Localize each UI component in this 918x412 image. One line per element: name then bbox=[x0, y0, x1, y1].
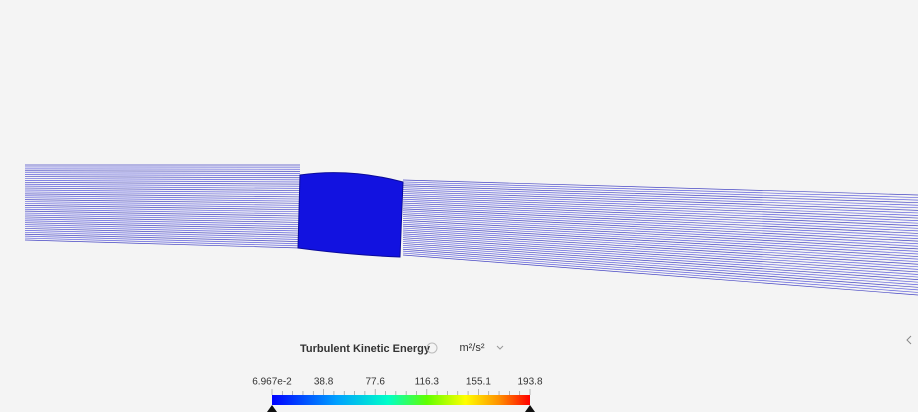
viewport: Turbulent Kinetic Energy m²/s² 6.967e-2 3… bbox=[0, 0, 918, 412]
legend-unit[interactable]: m²/s² bbox=[459, 342, 484, 354]
tick-label: 193.8 bbox=[517, 377, 542, 388]
obstacle-block bbox=[298, 173, 403, 257]
tick-label: 6.967e-2 bbox=[252, 377, 292, 388]
tick-label: 116.3 bbox=[415, 377, 440, 388]
legend-title: Turbulent Kinetic Energy bbox=[300, 343, 431, 355]
tick-label: 38.8 bbox=[314, 377, 334, 388]
colorbar bbox=[272, 395, 530, 405]
tick-label: 155.1 bbox=[466, 377, 491, 388]
tick-label: 77.6 bbox=[365, 377, 385, 388]
